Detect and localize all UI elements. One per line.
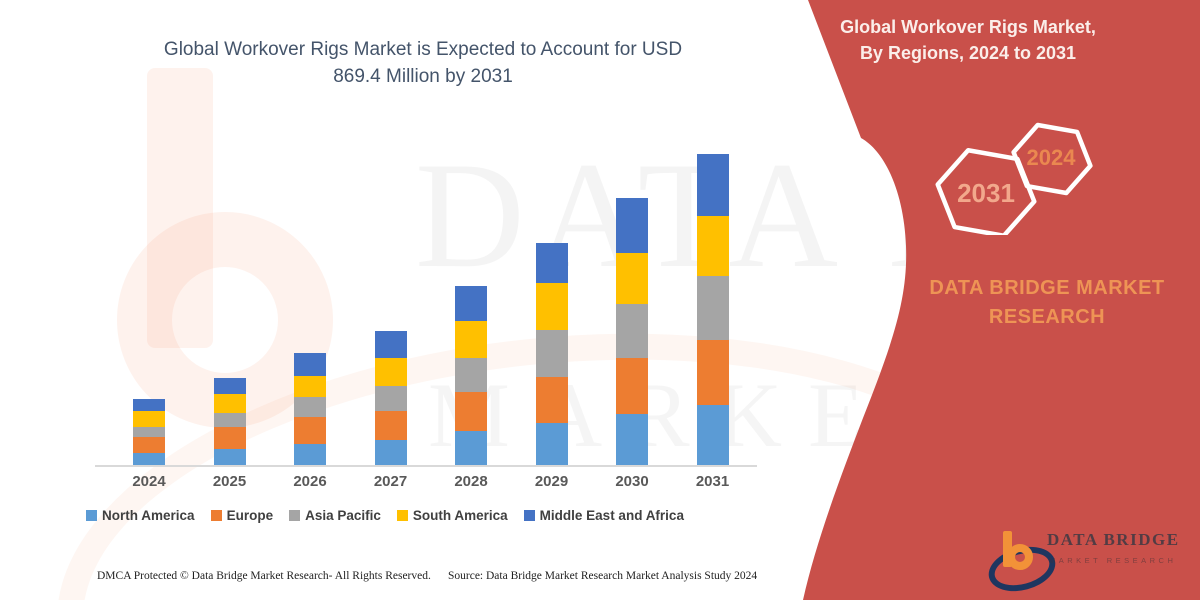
x-axis-label-2028: 2028 [454, 473, 488, 490]
panel-heading-line2: By Regions, 2024 to 2031 [859, 43, 1077, 63]
legend-item-asia-pacific: Asia Pacific [289, 508, 381, 523]
hexagon-2031-outline [935, 148, 1037, 235]
bar-2028 [455, 285, 487, 465]
bar-2026-segment-middle-east-and-africa [294, 353, 326, 376]
bar-2027-segment-north-america [374, 440, 407, 465]
panel-brand-line2: RESEARCH [988, 306, 1106, 328]
bar-2029-segment-europe [535, 377, 568, 424]
bar-2024-segment-asia-pacific [133, 427, 165, 438]
logo-b-icon [1003, 531, 1012, 567]
bar-2028-segment-asia-pacific [455, 358, 487, 392]
bar-2024-segment-south-america [133, 411, 165, 428]
bar-2026-segment-south-america [294, 375, 326, 397]
x-axis-label-2024: 2024 [132, 473, 166, 490]
bar-2028-segment-north-america [455, 431, 487, 465]
footer-copyright: DMCA Protected © Data Bridge Market Rese… [97, 570, 431, 582]
bar-2031-segment-middle-east-and-africa [696, 154, 729, 216]
hexagon-2024-outline [1011, 122, 1093, 196]
bar-2025-segment-south-america [213, 394, 246, 414]
bar-2031-segment-south-america [696, 215, 729, 276]
bar-2027-segment-europe [374, 411, 407, 441]
bar-2031-segment-north-america [696, 404, 729, 465]
legend: North America Europe Asia Pacific South Ame… [40, 508, 730, 523]
legend-item-north-america: North America [86, 508, 195, 523]
x-axis-label-2030: 2030 [615, 473, 649, 490]
bar-2024-segment-europe [133, 437, 165, 454]
bar-2029-segment-asia-pacific [535, 329, 568, 378]
legend-item-middle-east-and-africa: Middle East and Africa [523, 508, 684, 523]
bar-2025-segment-asia-pacific [213, 413, 246, 428]
x-axis-label-2029: 2029 [534, 473, 569, 490]
hexagon-2031-label: 2031 [957, 178, 1015, 208]
bar-2030 [616, 198, 648, 465]
bar-2031-segment-asia-pacific [696, 275, 729, 340]
legend-label-middle-east-and-africa: Middle East and Africa [539, 508, 684, 523]
panel-heading: Global Workover Rigs Market, By Regions,… [818, 14, 1118, 66]
bar-2027-segment-south-america [374, 358, 407, 386]
x-axis-label-2031: 2031 [695, 473, 730, 490]
bar-2029-segment-middle-east-and-africa [535, 243, 568, 284]
legend-swatch-europe [210, 510, 222, 521]
chart-title-line2: 869.4 Million by 2031 [333, 66, 513, 87]
panel-brand-text: DATA BRIDGE MARKET RESEARCH [897, 274, 1197, 332]
bar-2030-segment-asia-pacific [616, 304, 648, 359]
bar-2026-segment-north-america [294, 443, 326, 465]
bar-2027 [374, 330, 407, 465]
bar-2026-segment-asia-pacific [294, 396, 326, 418]
bar-2030-segment-south-america [616, 253, 648, 305]
side-panel-shape [803, 0, 1200, 600]
bar-2031-segment-europe [696, 339, 729, 405]
bar-2024 [133, 398, 165, 465]
panel-brand-line1: DATA BRIDGE MARKET [929, 277, 1165, 299]
x-axis-label-2027: 2027 [373, 473, 408, 490]
bar-2025-segment-middle-east-and-africa [213, 377, 246, 395]
legend-label-europe: Europe [226, 508, 274, 523]
bar-2029-segment-south-america [535, 283, 568, 330]
chart-title: Global Workover Rigs Market is Expected … [73, 36, 773, 90]
x-axis-label-2026: 2026 [293, 473, 327, 490]
bar-2026 [294, 353, 326, 465]
bar-2025-segment-north-america [213, 448, 246, 465]
bar-2030-segment-middle-east-and-africa [616, 198, 648, 254]
legend-item-europe: Europe [210, 508, 274, 523]
legend-swatch-north-america [86, 510, 98, 521]
bar-2026-segment-europe [294, 417, 326, 444]
legend-item-south-america: South America [396, 508, 508, 523]
panel-heading-line1: Global Workover Rigs Market, [840, 17, 1096, 37]
logo-name: DATA BRIDGE [1047, 530, 1180, 549]
data-bridge-logo: DATA BRIDGE MARKET RESEARCH [983, 518, 1193, 599]
side-panel-background [803, 0, 1200, 600]
logo-tagline: MARKET RESEARCH [1049, 556, 1177, 565]
legend-label-south-america: South America [412, 508, 508, 523]
bar-2030-segment-north-america [616, 413, 648, 465]
bar-2027-segment-asia-pacific [374, 385, 407, 411]
hexagon-2024-label: 2024 [1026, 145, 1076, 170]
bar-2027-segment-middle-east-and-africa [374, 330, 407, 359]
bar-2029 [535, 243, 568, 465]
legend-swatch-middle-east-and-africa [523, 510, 535, 521]
chart-title-line1: Global Workover Rigs Market is Expected … [163, 39, 683, 60]
bar-2028-segment-europe [455, 391, 487, 432]
x-axis-label-2025: 2025 [212, 473, 247, 490]
bar-2030-segment-europe [616, 358, 648, 414]
bar-2028-segment-south-america [455, 321, 487, 359]
legend-label-asia-pacific: Asia Pacific [305, 508, 381, 523]
legend-label-north-america: North America [102, 508, 195, 523]
logo-b-bowl-icon [1007, 544, 1033, 570]
legend-swatch-asia-pacific [289, 510, 301, 521]
bar-2029-segment-north-america [535, 423, 568, 465]
footer-source: Source: Data Bridge Market Research Mark… [448, 570, 758, 582]
bar-2025 [213, 377, 246, 465]
bar-2031 [696, 154, 729, 465]
x-axis-line [95, 465, 757, 467]
bar-2025-segment-europe [213, 427, 246, 449]
plot-area: 2024 2025 2026 2027 2028 2029 2030 2031 [132, 154, 730, 490]
hexagons-graphic [935, 122, 1093, 235]
bar-2028-segment-middle-east-and-africa [455, 285, 487, 322]
legend-swatch-south-america [396, 510, 408, 521]
bar-2024-segment-north-america [133, 453, 165, 465]
bar-2024-segment-middle-east-and-africa [133, 398, 165, 412]
